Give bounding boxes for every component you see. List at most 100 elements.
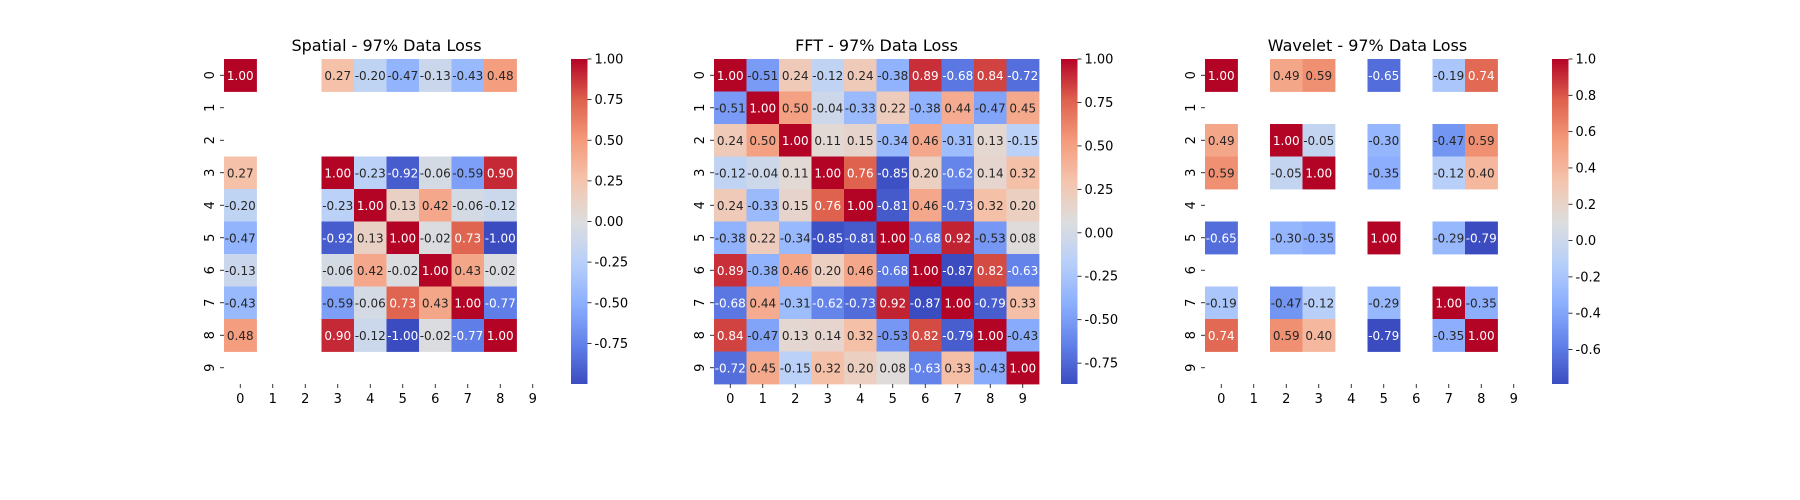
colorbar-tick-label: 0.75 xyxy=(1085,96,1114,111)
cell-value-label: 1.00 xyxy=(324,166,351,180)
heatmap-cell xyxy=(714,286,747,320)
cell-value-label: 0.90 xyxy=(324,329,351,343)
heatmap-cell xyxy=(386,286,420,320)
cell-value-label: 0.13 xyxy=(357,231,384,245)
heatmap-cell xyxy=(451,286,485,320)
colorbar-tick-label: 0.00 xyxy=(1085,226,1114,241)
heatmap-cell xyxy=(876,59,910,92)
panel-title: Wavelet - 97% Data Loss xyxy=(1268,36,1467,55)
cell-value-label: 1.00 xyxy=(1435,296,1462,310)
heatmap-cell xyxy=(714,91,747,125)
heatmap-cell xyxy=(746,254,780,287)
heatmap-cell xyxy=(419,156,452,190)
heatmap-cell xyxy=(321,254,355,287)
heatmap-cell xyxy=(811,286,845,320)
colorbar-tick-label: -0.25 xyxy=(1085,270,1119,285)
colorbar-tick-label: 0.25 xyxy=(1085,183,1114,198)
cell-value-label: -0.02 xyxy=(387,264,418,278)
x-tick-label: 9 xyxy=(529,392,537,407)
cell-value-label: -0.79 xyxy=(1368,329,1399,343)
cell-value-label: -0.38 xyxy=(715,231,746,245)
heatmap-cell xyxy=(974,254,1007,287)
heatmap-cell xyxy=(811,91,845,125)
heatmap-cell xyxy=(876,254,910,287)
cell-value-label: 0.45 xyxy=(749,361,776,375)
heatmap-cell xyxy=(811,254,845,287)
x-tick-label: 0 xyxy=(236,392,244,407)
heatmap-cell xyxy=(876,189,910,222)
heatmap-cell xyxy=(779,91,812,125)
heatmap-cell xyxy=(1367,59,1401,92)
heatmap-cell xyxy=(714,59,747,92)
heatmap-cell xyxy=(909,319,942,352)
cell-value-label: -0.47 xyxy=(747,329,778,343)
cell-value-label: 1.00 xyxy=(1468,329,1495,343)
heatmap-cell xyxy=(1205,319,1238,352)
panel-title: FFT - 97% Data Loss xyxy=(795,36,958,55)
heatmap-cell xyxy=(419,254,452,287)
cell-value-label: 0.42 xyxy=(422,199,449,213)
cell-value-label: 0.22 xyxy=(749,231,776,245)
heatmap-cell xyxy=(811,351,845,385)
cell-value-label: -0.15 xyxy=(780,361,811,375)
heatmap-cell xyxy=(224,254,257,287)
cell-value-label: -0.85 xyxy=(877,166,908,180)
cell-value-label: 0.76 xyxy=(814,199,841,213)
cell-value-label: -0.68 xyxy=(910,231,941,245)
colorbar-tick-label: 0.2 xyxy=(1576,198,1597,213)
heatmap-cell xyxy=(1006,124,1040,157)
heatmap-cell xyxy=(1270,59,1303,92)
cell-value-label: 1.00 xyxy=(879,231,906,245)
cell-value-label: 0.50 xyxy=(782,101,809,115)
heatmap-cell xyxy=(974,91,1007,125)
cell-value-label: 0.82 xyxy=(977,264,1004,278)
cell-value-label: 0.13 xyxy=(389,199,416,213)
heatmap-cell xyxy=(844,351,877,385)
x-tick-label: 9 xyxy=(1510,392,1518,407)
cell-value-label: -0.79 xyxy=(1466,231,1497,245)
y-tick-label: 9 xyxy=(1184,364,1199,372)
cell-value-label: 0.45 xyxy=(1009,101,1036,115)
heatmap-cell xyxy=(1302,286,1336,320)
cell-value-label: -0.47 xyxy=(225,231,256,245)
heatmap-cell xyxy=(321,319,355,352)
y-tick-label: 6 xyxy=(693,266,708,274)
heatmap-cell xyxy=(1270,286,1303,320)
cell-value-label: 0.59 xyxy=(1305,69,1332,83)
x-tick-label: 5 xyxy=(1380,392,1388,407)
y-tick-label: 0 xyxy=(203,71,218,79)
heatmap-cell xyxy=(909,351,942,385)
colorbar-tick-label: 0.75 xyxy=(595,93,624,108)
cell-value-label: -0.53 xyxy=(975,231,1006,245)
cell-value-label: 1.00 xyxy=(749,101,776,115)
heatmap-cell xyxy=(746,221,780,255)
y-tick-label: 5 xyxy=(1184,234,1199,242)
heatmap-cell xyxy=(941,319,975,352)
cell-value-label: 1.00 xyxy=(814,166,841,180)
cell-value-label: 0.50 xyxy=(749,134,776,148)
y-tick-label: 6 xyxy=(203,266,218,274)
colorbar-tick-label: 1.00 xyxy=(595,53,624,68)
cell-value-label: 1.00 xyxy=(357,199,384,213)
heatmap-cell xyxy=(1006,254,1040,287)
cell-value-label: -0.87 xyxy=(910,296,941,310)
x-tick-label: 5 xyxy=(889,392,897,407)
y-tick-label: 8 xyxy=(203,331,218,339)
heatmap-cell xyxy=(974,351,1007,385)
heatmap-cell xyxy=(224,221,257,255)
x-tick-label: 3 xyxy=(824,392,832,407)
cell-value-label: -0.77 xyxy=(485,296,516,310)
cell-value-label: -0.79 xyxy=(975,296,1006,310)
heatmap-cell xyxy=(876,351,910,385)
heatmap-cell xyxy=(714,156,747,190)
cell-value-label: -0.06 xyxy=(452,199,483,213)
heatmap-cell xyxy=(1205,124,1238,157)
cell-value-label: 1.00 xyxy=(227,69,254,83)
x-tick-label: 1 xyxy=(759,392,767,407)
heatmap-cell xyxy=(1465,286,1498,320)
cell-value-label: 0.43 xyxy=(454,264,481,278)
heatmap-cell xyxy=(354,319,387,352)
cell-value-label: -0.47 xyxy=(1433,134,1464,148)
